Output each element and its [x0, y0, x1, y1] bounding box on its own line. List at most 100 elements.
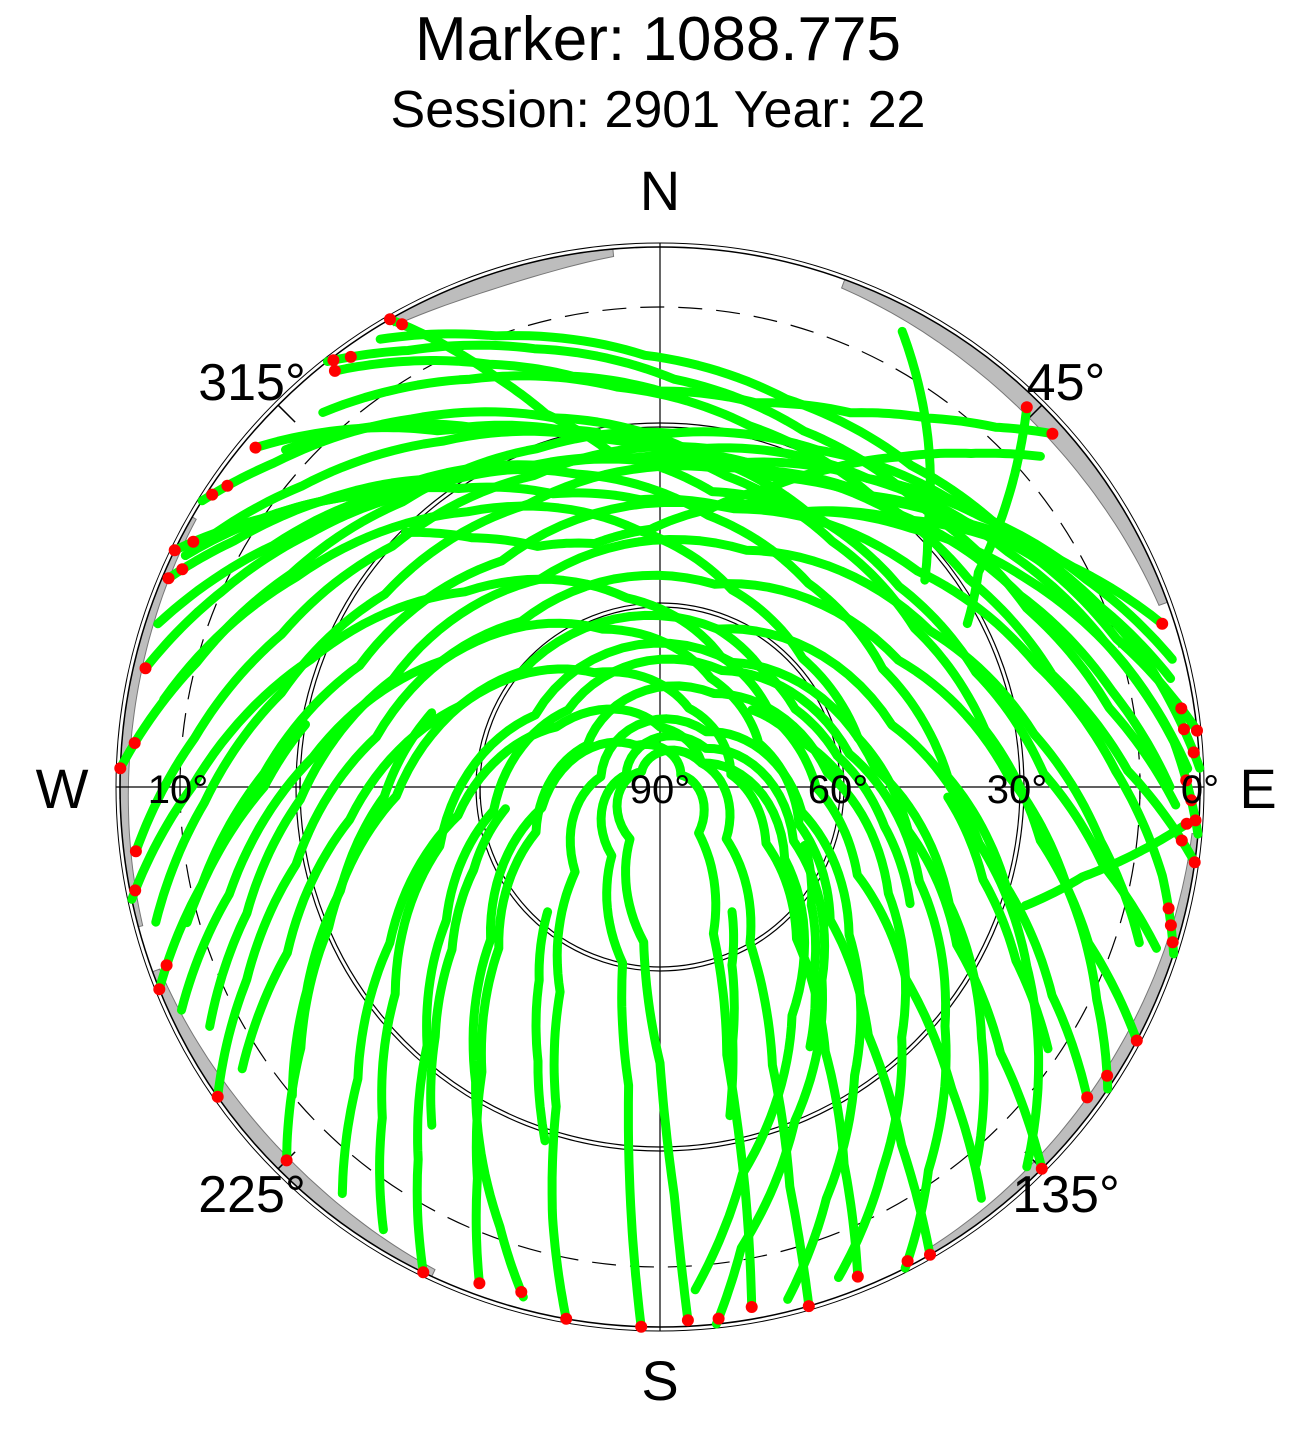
elevation-label-0: 0° [1181, 768, 1219, 812]
satellite-track-16 [547, 714, 866, 1324]
low-elevation-point [1187, 746, 1200, 759]
low-elevation-point [221, 479, 234, 492]
satellite-track-24 [159, 501, 1047, 1174]
low-elevation-point [515, 1286, 528, 1298]
azimuth-label-225: 225° [198, 1166, 306, 1224]
low-elevation-point [681, 1314, 694, 1327]
low-elevation-point [635, 1320, 648, 1333]
satellite-track-21 [237, 664, 863, 1282]
low-elevation-point [901, 1255, 914, 1268]
azimuth-label-315: 315° [198, 354, 306, 412]
low-elevation-point [396, 318, 408, 331]
satellite-track-10 [205, 535, 1144, 1031]
satellite-track-30 [375, 329, 1202, 736]
low-elevation-point [851, 1270, 864, 1283]
satellite-track-40 [943, 792, 1053, 1054]
low-elevation-point [1101, 1069, 1114, 1082]
chart-title: Marker: 1088.775 [415, 5, 901, 74]
low-elevation-point [1180, 817, 1193, 830]
satellite-track-26 [180, 426, 1142, 1045]
chart-subtitle: Session: 2901 Year: 22 [390, 81, 926, 139]
low-elevation-point [1130, 1034, 1143, 1047]
cardinal-label-n: N [640, 159, 680, 222]
low-elevation-point [1188, 856, 1201, 869]
satellite-track-43 [962, 402, 1032, 629]
satellite-track-32 [251, 419, 1167, 629]
low-elevation-point [344, 350, 357, 363]
low-elevation-point [129, 845, 142, 858]
low-elevation-point [162, 572, 175, 585]
satellite-tracks-layer [115, 314, 1205, 1332]
satellite-track-20 [337, 704, 814, 1311]
satellite-track-18 [612, 745, 810, 1325]
azimuth-label-135: 135° [1012, 1166, 1120, 1224]
low-elevation-point [1035, 1162, 1048, 1175]
satellite-track-35 [725, 907, 739, 1121]
low-elevation-point [114, 762, 127, 775]
low-elevation-point [1156, 617, 1169, 630]
satellite-track-38 [287, 708, 437, 1100]
low-elevation-point [924, 1248, 936, 1261]
low-elevation-point [473, 1277, 486, 1290]
low-elevation-point [176, 563, 189, 576]
low-elevation-point [168, 544, 181, 557]
satellite-track-42 [897, 326, 935, 585]
low-elevation-point [327, 354, 340, 367]
satellite-track-36 [531, 907, 553, 1146]
low-elevation-point [1162, 902, 1175, 915]
low-elevation-point [1166, 936, 1179, 949]
cardinal-label-w: W [36, 757, 89, 820]
satellite-track-8 [151, 461, 1175, 927]
low-elevation-point [128, 737, 141, 749]
satellite-track-44 [1020, 819, 1192, 911]
satellite-track-22 [177, 618, 935, 1260]
low-elevation-point [249, 441, 262, 454]
low-elevation-point [206, 488, 219, 501]
satellite-track-33 [713, 624, 915, 909]
low-elevation-point [745, 1301, 758, 1313]
low-elevation-point [160, 959, 173, 972]
elevation-label-30: 30° [987, 768, 1048, 812]
low-elevation-point [712, 1312, 725, 1325]
azimuth-label-45: 45° [1027, 354, 1106, 412]
low-elevation-point [187, 535, 200, 548]
satellite-track-2 [330, 356, 1057, 439]
low-elevation-points-layer [114, 313, 1203, 1333]
low-elevation-point [1175, 702, 1188, 715]
cardinal-label-e: E [1239, 757, 1276, 820]
low-elevation-point [384, 313, 396, 326]
low-elevation-point [139, 662, 152, 675]
satellite-track-46 [281, 423, 602, 455]
satellite-track-39 [747, 705, 845, 779]
satellite-track-34 [800, 840, 821, 1052]
satellite-track-37 [426, 804, 510, 1130]
low-elevation-point [129, 884, 142, 897]
low-elevation-point [280, 1154, 293, 1167]
satellite-track-29 [323, 340, 1181, 810]
low-elevation-point [1164, 919, 1177, 932]
satellite-track-45 [182, 720, 310, 928]
low-elevation-point [1191, 724, 1203, 737]
cardinal-label-s: S [641, 1349, 678, 1412]
low-elevation-point [560, 1312, 573, 1325]
satellite-track-3 [385, 314, 1193, 774]
elevation-label-10: 10° [148, 768, 209, 812]
low-elevation-point [1175, 834, 1188, 847]
low-elevation-point [153, 983, 166, 996]
satellite-track-23 [127, 574, 986, 1203]
satellite-track-14 [412, 654, 951, 1277]
low-elevation-point [1178, 723, 1190, 736]
axis-labels-layer: N E S W 45° 135° 225° 315° 0° 30° 60° 90° 10° [36, 159, 1277, 1412]
low-elevation-point [328, 364, 341, 377]
low-elevation-point [1185, 794, 1198, 807]
elevation-label-90: 90° [630, 768, 691, 812]
low-elevation-point [417, 1266, 430, 1279]
low-elevation-point [1180, 774, 1193, 787]
low-elevation-point [211, 1090, 224, 1103]
azimuth-tick-315 [277, 404, 296, 423]
low-elevation-point [1020, 401, 1033, 414]
low-elevation-point [1081, 1091, 1094, 1104]
satellite-track-7 [131, 441, 1203, 856]
low-elevation-point [1046, 427, 1059, 440]
